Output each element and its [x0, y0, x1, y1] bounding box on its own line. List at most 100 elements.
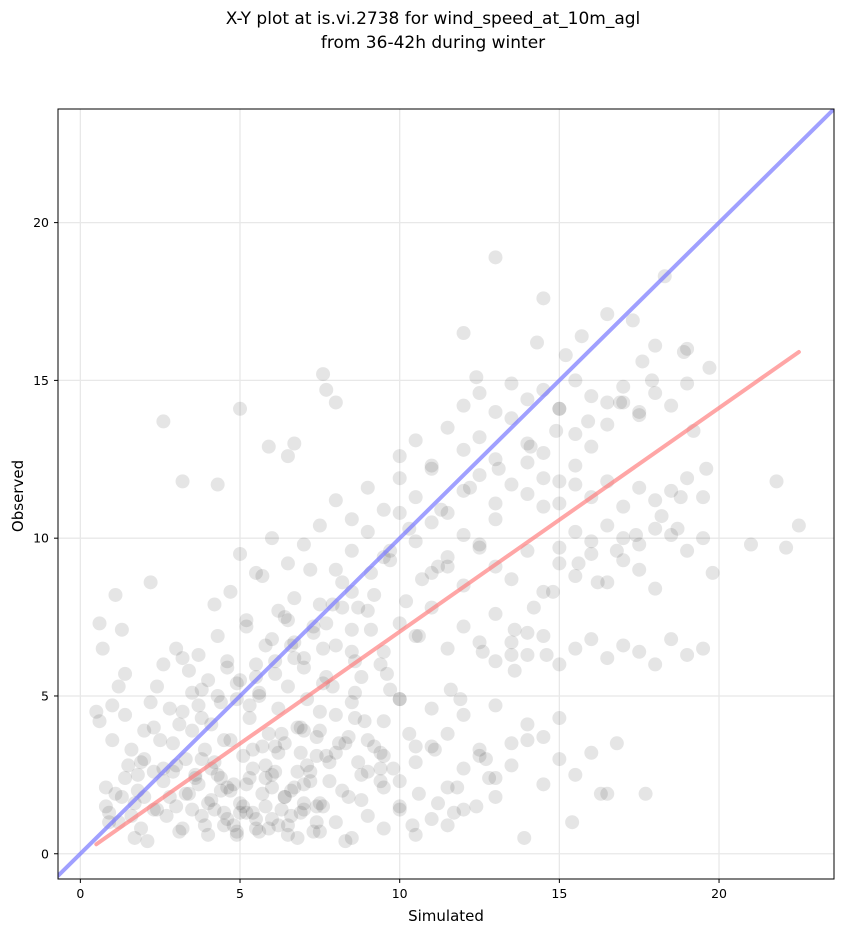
scatter-point [105, 733, 120, 748]
scatter-point [702, 360, 717, 375]
scatter-point [625, 313, 640, 328]
scatter-point [699, 461, 714, 476]
scatter-point [284, 808, 299, 823]
scatter-point [520, 625, 535, 640]
scatter-point [600, 575, 615, 590]
scatter-point [609, 543, 624, 558]
scatter-point [609, 736, 624, 751]
scatter-point [504, 477, 519, 492]
scatter-point [210, 767, 225, 782]
scatter-point [316, 641, 331, 656]
scatter-point [530, 335, 545, 350]
y-tick-label: 10 [33, 531, 49, 546]
scatter-points [89, 250, 806, 849]
scatter-point [264, 780, 279, 795]
scatter-point [264, 767, 279, 782]
scatter-point [293, 745, 308, 760]
scatter-point [664, 398, 679, 413]
scatter-point [536, 291, 551, 306]
scatter-point [373, 774, 388, 789]
scatter-point [277, 736, 292, 751]
scatter-point [213, 695, 228, 710]
scatter-point [162, 701, 177, 716]
scatter-point [290, 830, 305, 845]
scatter-point [277, 789, 292, 804]
scatter-point [376, 748, 391, 763]
scatter-point [367, 587, 382, 602]
scatter-point [504, 376, 519, 391]
scatter-point [312, 597, 327, 612]
scatter-point [255, 739, 270, 754]
scatter-point [169, 799, 184, 814]
scatter-point [229, 676, 244, 691]
scatter-point [264, 632, 279, 647]
scatter-point [488, 789, 503, 804]
scatter-point [673, 490, 688, 505]
scatter-point [696, 641, 711, 656]
scatter-point [226, 818, 241, 833]
scatter-point [427, 742, 442, 757]
scatter-point [239, 619, 254, 634]
scatter-point [130, 767, 145, 782]
scatter-point [312, 518, 327, 533]
scatter-point [584, 546, 599, 561]
scatter-point [236, 748, 251, 763]
scatter-point [574, 329, 589, 344]
scatter-point [520, 647, 535, 662]
scatter-point [89, 704, 104, 719]
scatter-point [354, 670, 369, 685]
scatter-point [201, 827, 216, 842]
scatter-point [210, 477, 225, 492]
scatter-point [405, 818, 420, 833]
scatter-point [137, 752, 152, 767]
scatter-point [328, 493, 343, 508]
scatter-point [635, 354, 650, 369]
scatter-point [306, 824, 321, 839]
scatter-point [114, 622, 129, 637]
scatter-point [213, 783, 228, 798]
scatter-point [258, 638, 273, 653]
scatter-point [92, 714, 107, 729]
scatter-point [271, 603, 286, 618]
scatter-point [217, 733, 232, 748]
scatter-point [261, 726, 276, 741]
scatter-point [363, 622, 378, 637]
scatter-point [178, 786, 193, 801]
scatter-point [296, 651, 311, 666]
scatter-point [197, 742, 212, 757]
scatter-point [165, 736, 180, 751]
scatter-point [769, 474, 784, 489]
scatter-point [373, 657, 388, 672]
scatter-point [328, 395, 343, 410]
scatter-point [664, 632, 679, 647]
scatter-point [303, 764, 318, 779]
scatter-point [696, 531, 711, 546]
scatter-point [172, 717, 187, 732]
scatter-point [446, 805, 461, 820]
scatter-point [280, 449, 295, 464]
scatter-point [526, 600, 541, 615]
scatter-point [424, 458, 439, 473]
scatter-point [408, 629, 423, 644]
scatter-point [143, 695, 158, 710]
scatter-point [252, 688, 267, 703]
scatter-point [743, 537, 758, 552]
scatter-point [504, 572, 519, 587]
scatter-point [440, 780, 455, 795]
scatter-point [213, 771, 228, 786]
y-tick-label: 5 [41, 688, 49, 703]
scatter-point [593, 786, 608, 801]
scatter-point [462, 480, 477, 495]
scatter-point [316, 367, 331, 382]
scatter-point [472, 540, 487, 555]
scatter-point [312, 704, 327, 719]
scatter-point [507, 622, 522, 637]
scatter-point [175, 474, 190, 489]
scatter-point [440, 726, 455, 741]
scatter-point [536, 729, 551, 744]
scatter-point [536, 584, 551, 599]
reference-lines [58, 109, 834, 878]
scatter-point [248, 565, 263, 580]
scatter-point [376, 644, 391, 659]
